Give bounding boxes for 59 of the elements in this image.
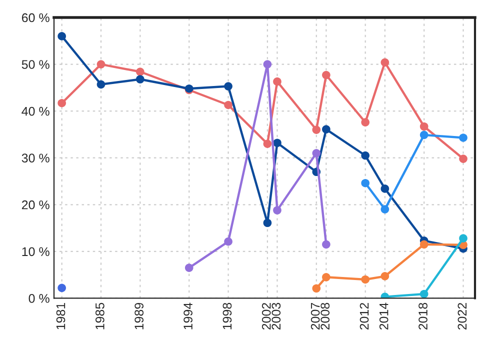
point (420, 290, 428, 298)
y-tick-label: 30 % (22, 154, 50, 162)
point (263, 60, 272, 68)
point (312, 284, 321, 293)
x-tick-label: 2014 (379, 302, 388, 330)
y-tick-label: 0 % (28, 294, 50, 303)
y-tick-label: 60 % (22, 13, 50, 22)
y-tick-label: 50 % (22, 60, 50, 69)
x-tick-label: 1985 (96, 302, 104, 330)
point (312, 149, 321, 158)
point (322, 240, 330, 249)
point (361, 151, 370, 160)
point (224, 82, 232, 90)
point (184, 264, 194, 272)
x-tick-label: 1981 (56, 302, 66, 330)
point (224, 100, 232, 110)
point (380, 205, 390, 214)
x-tick-label: 1998 (222, 302, 232, 330)
point (273, 138, 282, 148)
point (96, 80, 106, 89)
y-tick-label: 10 % (22, 247, 50, 256)
point (420, 240, 428, 249)
point (273, 77, 282, 86)
x-tick-label: 2002 (262, 302, 271, 330)
point (361, 178, 370, 188)
point (263, 218, 272, 228)
point (224, 237, 232, 246)
point (420, 130, 428, 140)
point (322, 70, 330, 80)
x-tick-label: 2003 (272, 302, 281, 330)
point (459, 234, 468, 242)
point (263, 140, 272, 148)
y-tick-label: 40 % (22, 106, 50, 116)
point (459, 154, 468, 163)
point (322, 272, 330, 282)
point (361, 118, 370, 126)
point (273, 206, 282, 214)
point (380, 272, 390, 280)
point (380, 184, 390, 193)
point (58, 284, 66, 292)
point (420, 122, 428, 131)
point (96, 60, 106, 68)
point (322, 125, 330, 134)
point (58, 98, 66, 108)
x-tick-label: 2008 (320, 302, 330, 330)
point (380, 58, 390, 67)
point (58, 32, 66, 40)
x-tick-label: 2018 (418, 302, 428, 330)
point (312, 126, 321, 134)
x-tick-label: 2022 (458, 302, 467, 330)
x-tick-label: 2007 (310, 302, 320, 330)
point (361, 275, 370, 284)
y-tick-label: 20 % (22, 200, 50, 210)
x-tick-label: 2012 (360, 302, 369, 330)
point (136, 68, 144, 76)
x-tick-label: 1994 (184, 302, 192, 330)
x-tick-label: 1989 (134, 302, 144, 330)
point (136, 75, 144, 84)
point (459, 134, 468, 142)
